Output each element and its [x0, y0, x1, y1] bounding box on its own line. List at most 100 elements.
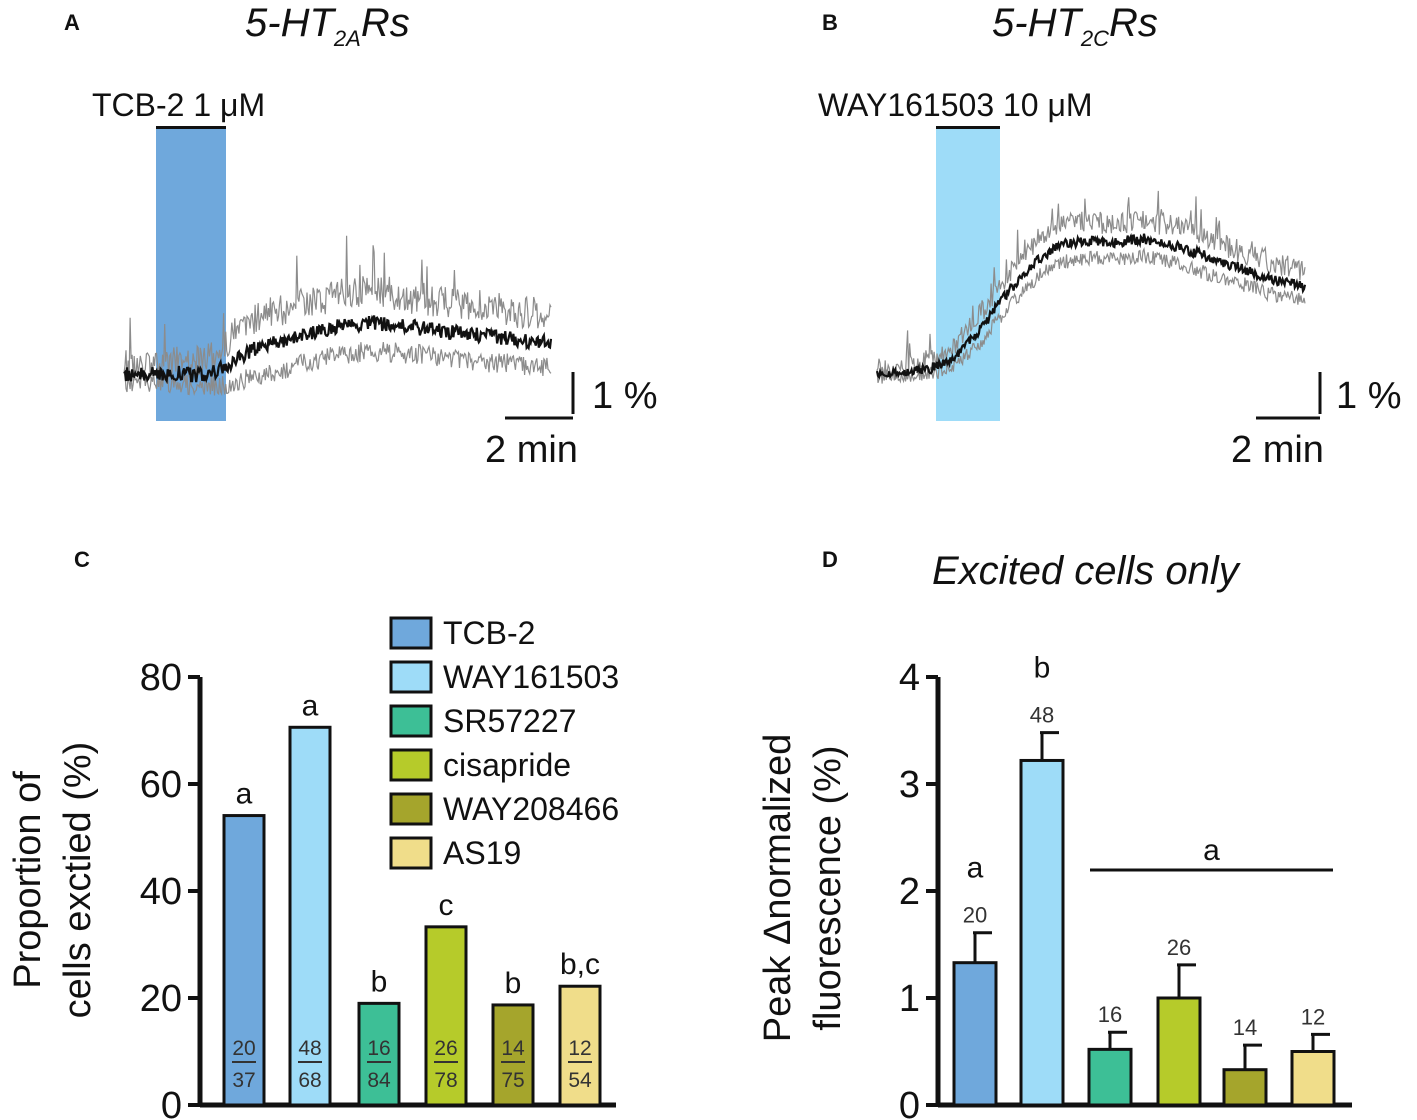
panel-b-scale-y-label: 1 %: [1336, 375, 1401, 417]
panel-a-title: 5-HT2ARs: [245, 1, 410, 51]
panel-c-frac-num: 12: [568, 1037, 591, 1060]
legend-label-way208466: WAY208466: [443, 791, 619, 827]
panel-c-sig-label: c: [439, 889, 454, 922]
legend-label-as19: AS19: [443, 835, 521, 871]
panel-d-n-label: 16: [1098, 1002, 1122, 1027]
panel-d-bar-4: [1222, 1068, 1268, 1107]
panel-c-ytick-label: 20: [140, 978, 182, 1020]
panel-b: B 5-HT2CRs WAY161503 10 μM 1 % 2 min: [818, 1, 1401, 471]
panel-d-ytick-label: 2: [899, 871, 920, 913]
panel-c-ylabel: Proportion of cells exctied (%): [7, 742, 99, 1019]
panel-c-frac-den: 68: [298, 1069, 321, 1092]
panel-c-ylabel-line2: cells exctied (%): [57, 742, 99, 1019]
panel-c-legend: TCB-2 WAY161503 SR57227 cisapride WAY208…: [389, 615, 619, 871]
panel-c-frac-den: 54: [568, 1069, 592, 1092]
panel-c-bar-0: [222, 814, 266, 1107]
panel-b-letter: B: [822, 10, 838, 35]
panel-a-letter: A: [64, 10, 80, 35]
panel-c-ytick-label: 40: [140, 871, 182, 913]
panel-a-drug-label: TCB-2 1 μM: [92, 87, 265, 123]
panel-c-bar-4: [491, 1003, 535, 1107]
panel-d-ytick-label: 0: [899, 1085, 920, 1120]
legend-label-sr57227: SR57227: [443, 703, 576, 739]
panel-b-trace-mean: [875, 232, 1307, 380]
panel-d-ytick-label: 1: [899, 978, 920, 1020]
panel-c-frac-num: 48: [298, 1037, 321, 1060]
panel-d-sig-label: a: [967, 852, 984, 885]
panel-d-title: Excited cells only: [932, 549, 1242, 593]
panel-a: A 5-HT2ARs TCB-2 1 μM 1 % 2 min: [64, 1, 657, 471]
panel-c-sig-label: a: [236, 778, 253, 811]
panel-a-title-tail: Rs: [361, 1, 410, 45]
panel-a-trace-sem-upper: [123, 235, 552, 381]
panel-d-group-sig-label: a: [1203, 834, 1220, 867]
legend-swatch-way161503: [389, 660, 433, 694]
panel-d: D Excited cells only Peak Δnormalized fl…: [757, 547, 1352, 1120]
panel-b-title: 5-HT2CRs: [992, 1, 1158, 51]
panel-d-ylabel-line2: fluorescence (%): [807, 745, 849, 1030]
panel-a-trace-sem-lower: [123, 342, 552, 397]
panel-d-ytick-label: 3: [899, 764, 920, 806]
panel-b-trace-sem-upper: [876, 190, 1306, 381]
panel-b-title-sub: 2C: [1080, 26, 1109, 51]
legend-swatch-sr57227: [389, 704, 433, 738]
panel-c-bar-5: [558, 984, 602, 1107]
panel-c-frac-num: 20: [232, 1037, 255, 1060]
panel-c-ytick-label: 0: [161, 1085, 182, 1120]
panel-a-scale-y-label: 1 %: [592, 375, 657, 417]
legend-swatch-as19: [389, 836, 433, 870]
panel-d-n-label: 26: [1167, 935, 1191, 960]
panel-c-frac-num: 14: [501, 1037, 525, 1060]
panel-c-sig-label: a: [302, 689, 319, 722]
panel-b-title-tail: Rs: [1109, 1, 1158, 45]
panel-c-ylabel-line1: Proportion of: [7, 771, 49, 989]
panel-c-frac-den: 37: [232, 1069, 255, 1092]
panel-c-bar-1: [288, 725, 332, 1107]
panel-c-sig-label: b,c: [560, 948, 600, 981]
panel-d-ylabel-line1: Peak Δnormalized: [757, 734, 799, 1042]
panel-c: C Proportion of cells exctied (%) 0 20 40 6…: [7, 547, 619, 1120]
panel-c-frac-num: 16: [367, 1037, 390, 1060]
panel-d-ylabel: Peak Δnormalized fluorescence (%): [757, 734, 849, 1042]
panel-a-title-sub: 2A: [333, 26, 361, 51]
panel-d-bar-0: [952, 961, 998, 1107]
panel-d-sig-label: b: [1034, 652, 1051, 685]
panel-d-bar-2: [1087, 1047, 1133, 1107]
panel-b-drug-label: WAY161503 10 μM: [818, 87, 1093, 123]
panel-a-scale-x-label: 2 min: [485, 429, 578, 471]
panel-c-axes: 0 20 40 60 80: [140, 657, 616, 1120]
panel-c-frac-den: 75: [501, 1069, 524, 1092]
panel-c-letter: C: [74, 547, 90, 572]
panel-d-letter: D: [822, 547, 838, 572]
panel-d-bar-5: [1290, 1050, 1336, 1107]
panel-c-frac-den: 84: [367, 1069, 391, 1092]
panel-c-sig-label: b: [505, 967, 522, 1000]
panel-d-n-label: 20: [963, 903, 987, 928]
panel-c-sig-label: b: [371, 965, 388, 998]
panel-d-bar-3: [1156, 996, 1202, 1107]
panel-d-bar-1: [1019, 758, 1065, 1107]
panel-c-bar-2: [357, 1001, 401, 1107]
panel-c-ytick-label: 80: [140, 657, 182, 699]
panel-a-title-main: 5-HT: [245, 1, 336, 45]
panel-c-bars: a 20 37 a 48 68 b 16 84 c 26 78 b 14 75 b,c 12 54: [222, 689, 602, 1107]
panel-c-frac-num: 26: [434, 1037, 457, 1060]
panel-d-ytick-label: 4: [899, 657, 920, 699]
panel-d-bars: 20 48 16 26 14 12 a b a: [952, 652, 1336, 1107]
panel-d-n-label: 14: [1233, 1015, 1257, 1040]
legend-label-tcb2: TCB-2: [443, 615, 535, 651]
panel-b-title-main: 5-HT: [992, 1, 1083, 45]
panel-b-drug-shade: [936, 129, 1000, 421]
panel-c-frac-den: 78: [434, 1069, 457, 1092]
panel-d-n-label: 48: [1030, 703, 1054, 728]
legend-label-cisapride: cisapride: [443, 747, 571, 783]
legend-swatch-cisapride: [389, 748, 433, 782]
panel-d-n-label: 12: [1301, 1004, 1325, 1029]
legend-label-way161503: WAY161503: [443, 659, 619, 695]
legend-swatch-tcb2: [389, 616, 433, 650]
panel-a-trace-mean: [123, 314, 553, 385]
panel-c-ytick-label: 60: [140, 764, 182, 806]
panel-c-bar-3: [424, 925, 468, 1107]
